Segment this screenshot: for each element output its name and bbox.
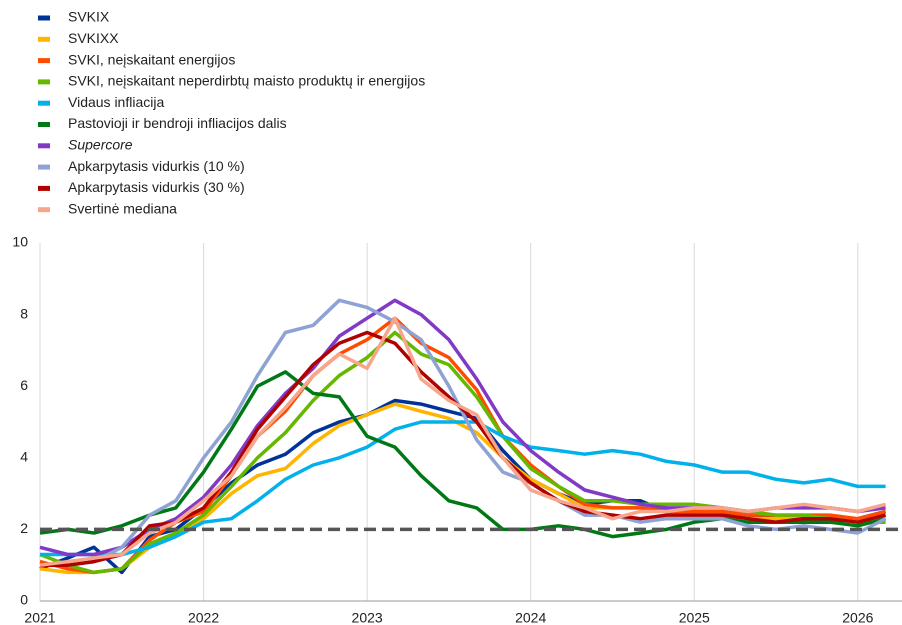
x-tick-label: 2024 <box>515 610 546 625</box>
x-tick-label: 2023 <box>352 610 383 625</box>
legend-label: Vidaus infliacija <box>68 94 164 110</box>
series-line <box>39 370 887 539</box>
y-tick-label: 2 <box>20 520 28 536</box>
y-tick-label: 0 <box>20 592 28 608</box>
series-line <box>39 402 886 575</box>
legend-label: SVKI, neįskaitant neperdirbtų maisto pro… <box>68 73 425 89</box>
series-line <box>40 298 887 567</box>
y-tick-label: 8 <box>20 305 28 321</box>
x-tick-label: 2025 <box>679 610 710 625</box>
x-tick-label: 2022 <box>188 610 219 625</box>
legend-label: Apkarpytasis vidurkis (30 %) <box>68 179 245 195</box>
series-line <box>39 330 886 575</box>
y-tick-label: 4 <box>20 449 28 465</box>
legend-label: Supercore <box>68 137 133 153</box>
legend-label: SVKIX <box>68 9 110 25</box>
legend-label: SVKIXX <box>68 30 119 46</box>
x-tick-label: 2026 <box>842 610 873 625</box>
series-line <box>40 420 886 557</box>
y-tick-label: 10 <box>12 234 28 250</box>
series-line <box>39 316 887 567</box>
legend-label: Pastovioji ir bendroji infliacijos dalis <box>68 115 287 131</box>
legend-label: Apkarpytasis vidurkis (10 %) <box>68 158 245 174</box>
legend-label: Svertinė mediana <box>68 200 177 216</box>
y-tick-label: 6 <box>20 377 28 393</box>
legend-label: SVKI, neįskaitant energijos <box>68 51 235 67</box>
x-tick-label: 2021 <box>24 610 55 625</box>
